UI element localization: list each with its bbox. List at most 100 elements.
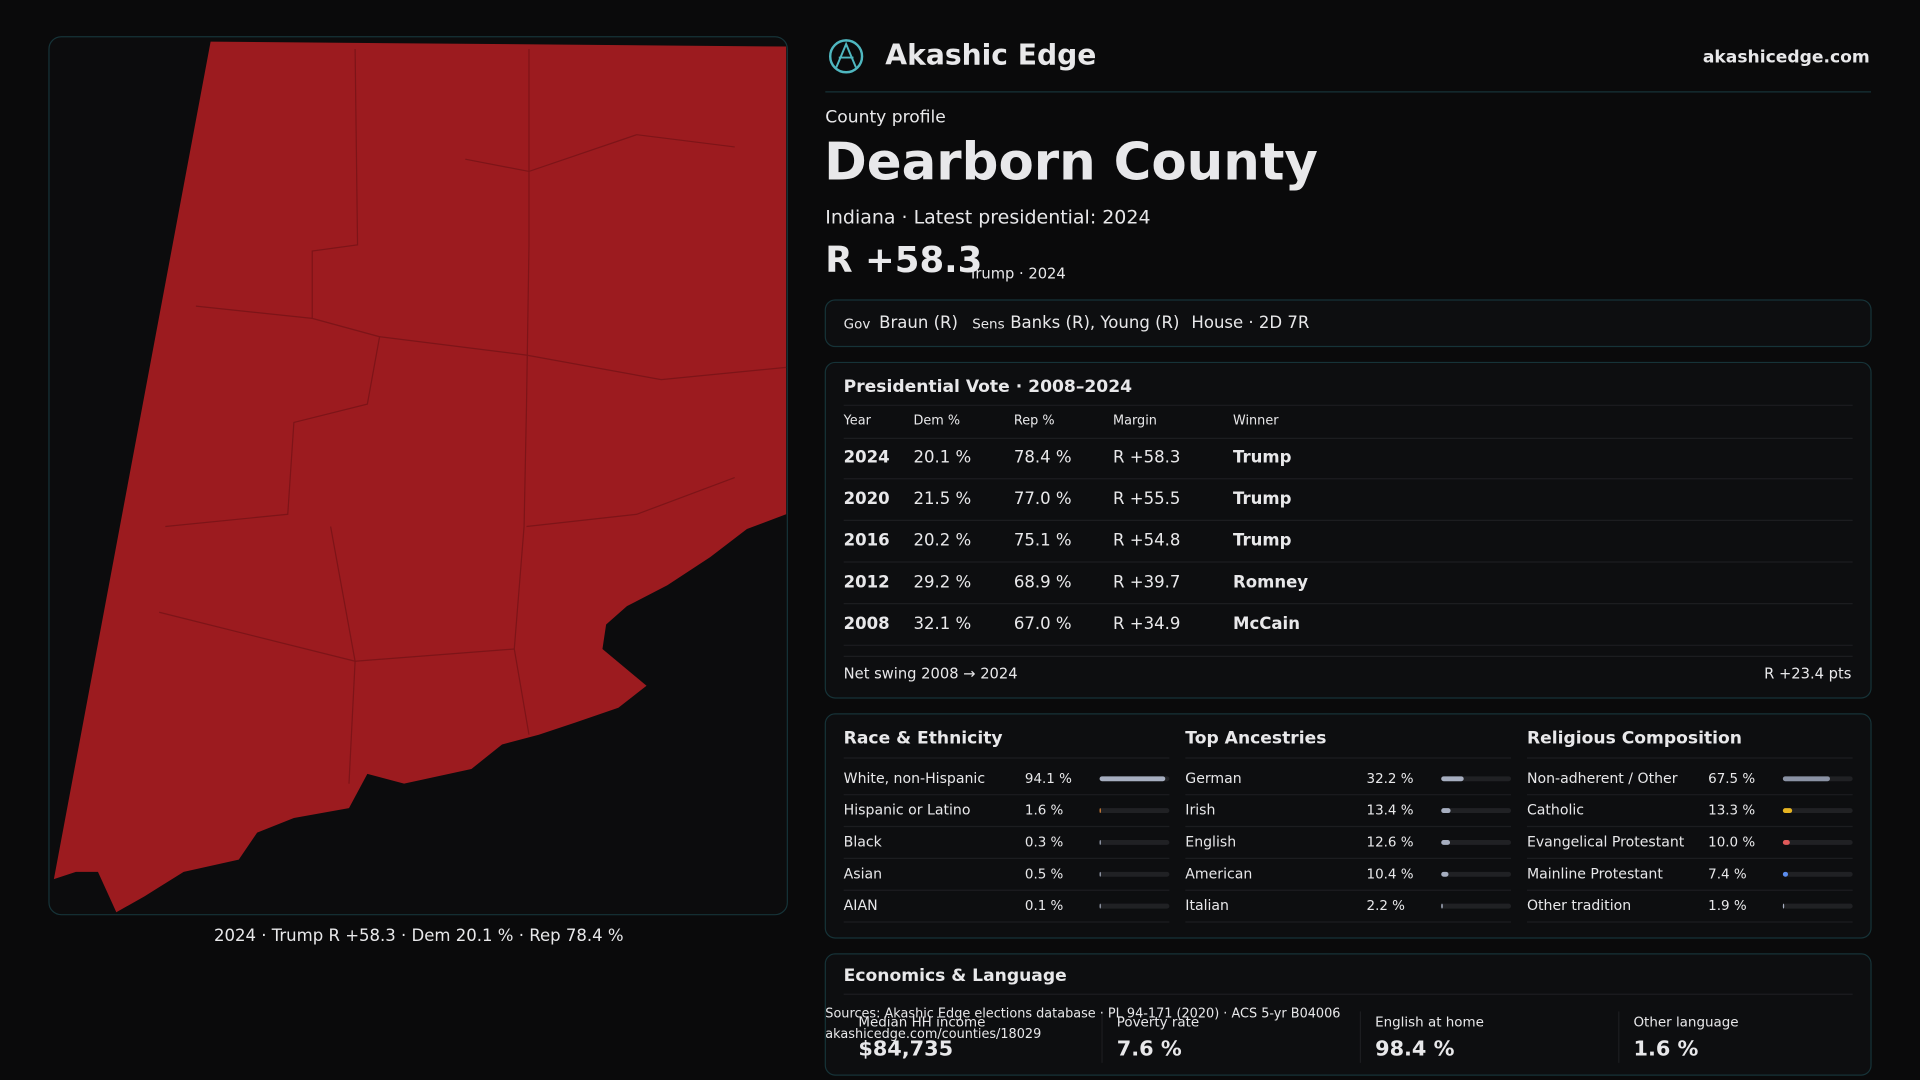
table-cell: R +34.9 [1113, 614, 1180, 633]
column-header: Winner [1233, 414, 1279, 429]
section-title: Religious Composition [1527, 728, 1742, 748]
bar [1782, 808, 1793, 814]
sens: Banks (R), Young (R) [1010, 313, 1179, 332]
bar [1099, 808, 1101, 814]
house: House · 2D 7R [1191, 313, 1309, 332]
table-cell: 32.1 % [913, 614, 971, 633]
item-value: 2.2 % [1367, 899, 1406, 914]
column-header: Margin [1113, 414, 1157, 429]
bar-track [1099, 840, 1170, 845]
bar-track [1441, 840, 1512, 845]
item-value: 67.5 % [1708, 772, 1755, 787]
stat-label: Median HH income [858, 1015, 985, 1030]
table-cell: 77.0 % [1014, 489, 1072, 508]
table-cell: Trump [1233, 489, 1292, 508]
bar [1441, 871, 1449, 877]
gov: Braun (R) [879, 313, 958, 332]
bar [1099, 903, 1101, 909]
item-value: 0.3 % [1025, 835, 1064, 850]
section-title: Economics & Language [844, 966, 1067, 986]
table-cell: R +39.7 [1113, 572, 1180, 591]
bar-track [1441, 808, 1512, 814]
column-header: Dem % [913, 414, 960, 429]
item-name: Asian [844, 866, 882, 882]
bar-track [1099, 903, 1170, 909]
bar-track [1099, 808, 1170, 814]
section-title: Top Ancestries [1185, 728, 1326, 748]
item-name: English [1185, 834, 1236, 850]
stat-value: 7.6 % [1117, 1036, 1182, 1060]
table-cell: R +55.5 [1113, 489, 1180, 508]
bar-track [1782, 808, 1853, 814]
county-map [53, 41, 787, 913]
table-cell: 2012 [844, 572, 890, 591]
table-cell: 20.2 % [913, 531, 971, 550]
item-value: 7.4 % [1708, 867, 1747, 882]
map-caption: 2024 · Trump R +58.3 · Dem 20.1 % · Rep … [214, 926, 624, 945]
table-cell: 68.9 % [1014, 572, 1072, 591]
item-name: Non-adherent / Other [1527, 771, 1678, 787]
item-value: 12.6 % [1367, 835, 1414, 850]
bar-track [1782, 871, 1853, 877]
source: Sources: Akashic Edge elections database… [825, 1006, 1340, 1021]
generated: Year Dem % Rep % Margin Winner 2024 20.1 % 78.4… [825, 404, 1853, 1063]
item-value: 1.9 % [1708, 899, 1747, 914]
subtitle: Indiana · Latest presidential: 2024 [825, 206, 1150, 228]
bar [1441, 840, 1451, 845]
table-cell: 75.1 % [1014, 531, 1072, 550]
table-cell: 67.0 % [1014, 614, 1072, 633]
presidential-panel [824, 361, 1872, 699]
bar [1099, 840, 1101, 845]
section-title: Race & Ethnicity [844, 728, 1003, 748]
item-value: 94.1 % [1025, 772, 1072, 787]
item-value: 1.6 % [1025, 804, 1064, 819]
margin: R +58.3 [825, 240, 982, 281]
table-cell: 2024 [844, 447, 890, 466]
table-cell: 2016 [844, 531, 890, 550]
stat-value: 98.4 % [1375, 1036, 1455, 1060]
bar [1099, 776, 1166, 782]
bar [1782, 776, 1830, 782]
gov-label: Gov [844, 317, 871, 332]
officials-panel [824, 299, 1872, 348]
table-cell: 78.4 % [1014, 447, 1072, 466]
sens-label: Sens [972, 317, 1004, 332]
bar-track [1099, 871, 1170, 877]
economics-panel [824, 953, 1872, 1076]
item-name: Catholic [1527, 803, 1584, 819]
bar [1099, 871, 1101, 877]
item-name: Italian [1185, 898, 1229, 914]
bar [1782, 903, 1785, 909]
bar [1782, 840, 1790, 845]
table-cell: R +58.3 [1113, 447, 1180, 466]
table-cell: R +54.8 [1113, 531, 1180, 550]
table-cell: Trump [1233, 531, 1292, 550]
logo [828, 39, 864, 74]
item-value: 0.5 % [1025, 867, 1064, 882]
source: akashicedge.com/counties/18029 [825, 1027, 1041, 1042]
brand: Akashic Edge [885, 38, 1096, 71]
item-name: American [1185, 866, 1252, 882]
stat-value: 1.6 % [1633, 1036, 1698, 1060]
section-title: Presidential Vote · 2008–2024 [844, 377, 1132, 397]
item-name: Black [844, 834, 883, 850]
table-cell: 29.2 % [913, 572, 971, 591]
table-cell: 21.5 % [913, 489, 971, 508]
table-cell: 20.1 % [913, 447, 971, 466]
margin-note: Trump · 2024 [968, 265, 1066, 282]
item-name: Irish [1185, 803, 1215, 819]
stat-value: $84,735 [858, 1036, 953, 1060]
table-cell: Romney [1233, 572, 1308, 591]
stat-label: Poverty rate [1117, 1015, 1199, 1030]
table-cell: Trump [1233, 447, 1292, 466]
precinct-lines [159, 48, 787, 784]
bar-track [1441, 871, 1512, 877]
bar [1441, 776, 1464, 782]
table-cell: 2020 [844, 489, 890, 508]
stat-label: English at home [1375, 1015, 1484, 1030]
item-name: Other tradition [1527, 898, 1631, 914]
stat-label: Other language [1633, 1015, 1738, 1030]
column-header: Year [843, 414, 872, 429]
